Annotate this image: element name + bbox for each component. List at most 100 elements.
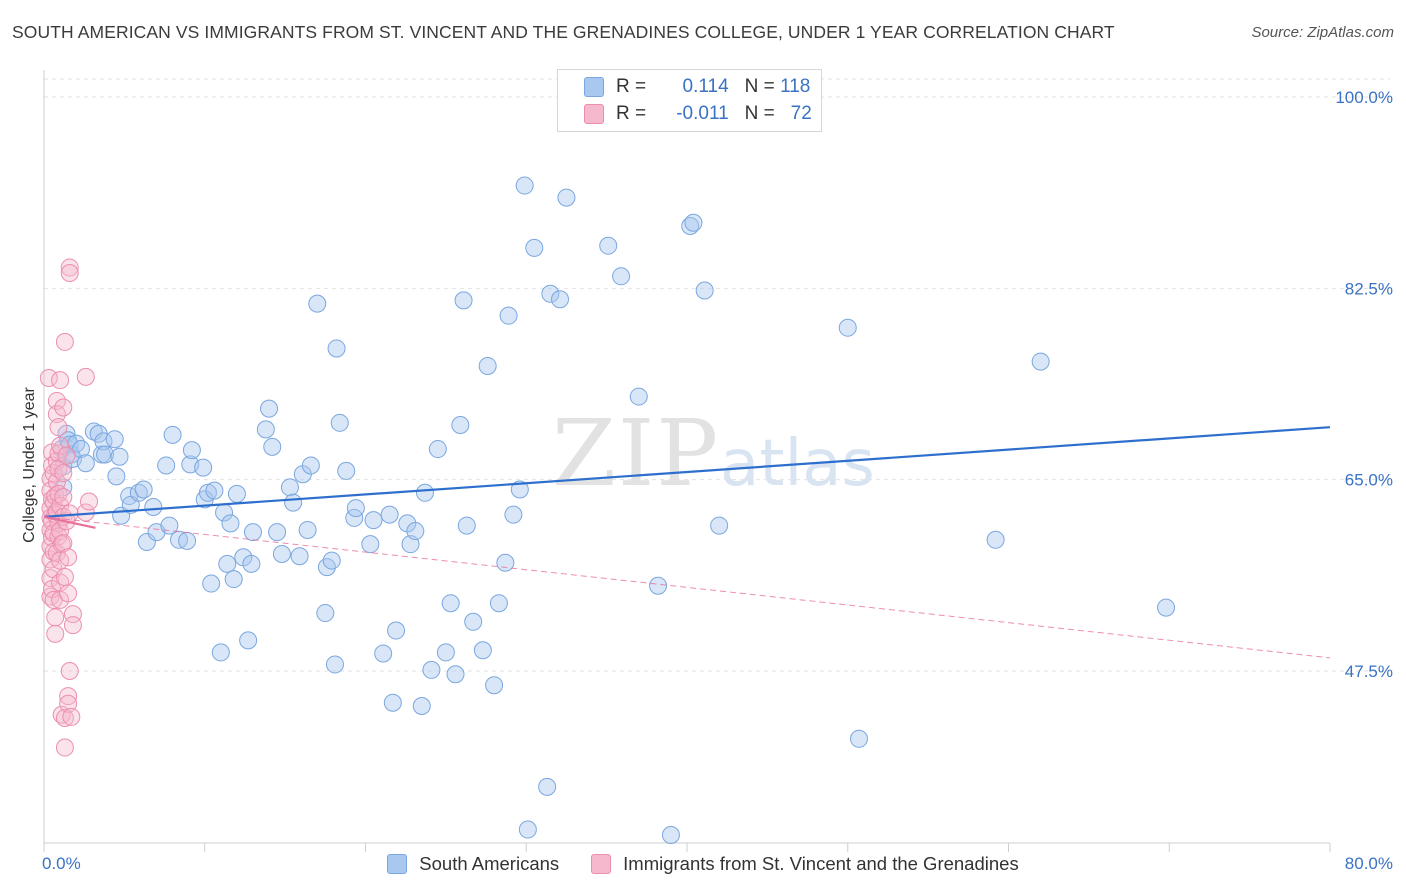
point-south-americans — [629, 387, 648, 406]
point-immigrants — [62, 707, 81, 726]
point-immigrants — [46, 608, 65, 627]
point-south-americans — [364, 511, 383, 530]
point-south-americans — [242, 554, 261, 573]
point-immigrants — [51, 371, 70, 390]
correlation-legend: R = 0.114 N = 118 R = -0.011 N = 72 — [557, 69, 822, 132]
point-immigrants — [47, 405, 66, 424]
y-tick-label: 65.0% — [1345, 471, 1393, 490]
point-immigrants — [55, 332, 74, 351]
point-immigrants — [51, 522, 70, 541]
watermark: ZIPatlas — [552, 400, 875, 507]
point-south-americans — [96, 445, 115, 464]
legend-swatch-blue — [584, 77, 604, 97]
point-immigrants — [54, 534, 73, 553]
series-swatch-blue — [387, 854, 408, 874]
legend-swatch-pink — [584, 104, 604, 124]
point-south-americans — [436, 643, 455, 662]
legend-row-immigrants: R = -0.011 N = 72 — [584, 102, 812, 126]
point-south-americans — [406, 522, 425, 541]
point-south-americans — [202, 574, 221, 593]
legend-n-value: 118 — [780, 76, 811, 97]
point-south-americans — [337, 461, 356, 480]
point-immigrants — [60, 662, 79, 680]
point-south-americans — [298, 520, 317, 539]
point-south-americans — [316, 604, 335, 623]
point-south-americans — [485, 676, 504, 695]
legend-r-label: R = — [616, 76, 647, 97]
point-south-americans — [301, 456, 320, 475]
point-immigrants — [60, 258, 79, 277]
point-south-americans — [308, 294, 327, 313]
point-south-americans — [457, 516, 476, 535]
point-south-americans — [1031, 352, 1050, 371]
point-immigrants — [59, 584, 78, 603]
point-immigrants — [55, 709, 74, 728]
point-south-americans — [134, 480, 153, 499]
point-immigrants — [49, 418, 68, 437]
point-south-americans — [850, 729, 869, 748]
point-south-americans — [986, 530, 1005, 549]
point-south-americans — [110, 447, 129, 466]
point-south-americans — [144, 498, 163, 516]
point-south-americans — [327, 339, 346, 358]
point-south-americans — [272, 545, 291, 564]
legend-n-label: N = — [744, 76, 775, 97]
point-south-americans — [515, 176, 534, 195]
point-immigrants — [57, 446, 76, 465]
point-south-americans — [178, 531, 197, 550]
y-axis-label: College, Under 1 year — [21, 387, 38, 543]
point-south-americans — [325, 655, 344, 674]
point-immigrants — [47, 391, 66, 410]
point-immigrants — [52, 535, 71, 554]
legend-n-value: 72 — [790, 103, 812, 124]
watermark-zip: ZIP — [552, 400, 721, 507]
series-name: Immigrants from St. Vincent and the Gren… — [623, 853, 1019, 874]
point-south-americans — [218, 554, 237, 573]
point-south-americans — [838, 318, 857, 337]
point-south-americans — [256, 420, 275, 439]
trendline-immigrants — [43, 515, 96, 529]
series-legend-immigrants: Immigrants from St. Vincent and the Gren… — [591, 853, 1019, 875]
x-tick-label: 0.0% — [42, 854, 81, 873]
series-legend: South Americans Immigrants from St. Vinc… — [0, 852, 1406, 876]
point-south-americans — [211, 643, 230, 662]
point-immigrants — [59, 687, 78, 706]
series-swatch-pink — [591, 854, 612, 874]
point-south-americans — [239, 631, 258, 650]
point-south-americans — [374, 644, 393, 663]
point-south-americans — [684, 213, 703, 232]
point-immigrants — [41, 587, 60, 606]
point-south-americans — [67, 434, 86, 453]
y-tick-label: 82.5% — [1345, 279, 1393, 298]
point-south-americans — [446, 665, 465, 684]
point-south-americans — [361, 535, 380, 554]
point-south-americans — [322, 551, 341, 570]
legend-r-label: R = — [616, 103, 647, 124]
point-south-americans — [163, 425, 182, 444]
legend-n-label: N = — [744, 103, 775, 124]
point-south-americans — [194, 458, 213, 477]
point-south-americans — [268, 523, 287, 542]
point-south-americans — [612, 267, 631, 286]
point-south-americans — [518, 820, 537, 839]
point-immigrants — [46, 624, 65, 643]
point-south-americans — [182, 441, 201, 460]
point-south-americans — [422, 660, 441, 679]
point-south-americans — [263, 437, 282, 456]
point-south-americans — [221, 514, 240, 533]
point-south-americans — [489, 594, 508, 613]
point-south-americans — [557, 188, 576, 207]
point-south-americans — [504, 505, 523, 524]
y-tick-label: 47.5% — [1345, 662, 1393, 681]
series-legend-south-americans: South Americans — [387, 853, 559, 875]
point-south-americans — [224, 570, 243, 589]
point-immigrants — [51, 436, 70, 455]
point-south-americans — [280, 478, 299, 497]
point-south-americans — [451, 416, 470, 434]
point-south-americans — [284, 493, 303, 512]
point-south-americans — [260, 399, 279, 418]
point-south-americans — [695, 281, 714, 300]
point-south-americans — [428, 440, 447, 459]
point-south-americans — [499, 306, 518, 325]
point-south-americans — [227, 484, 246, 503]
